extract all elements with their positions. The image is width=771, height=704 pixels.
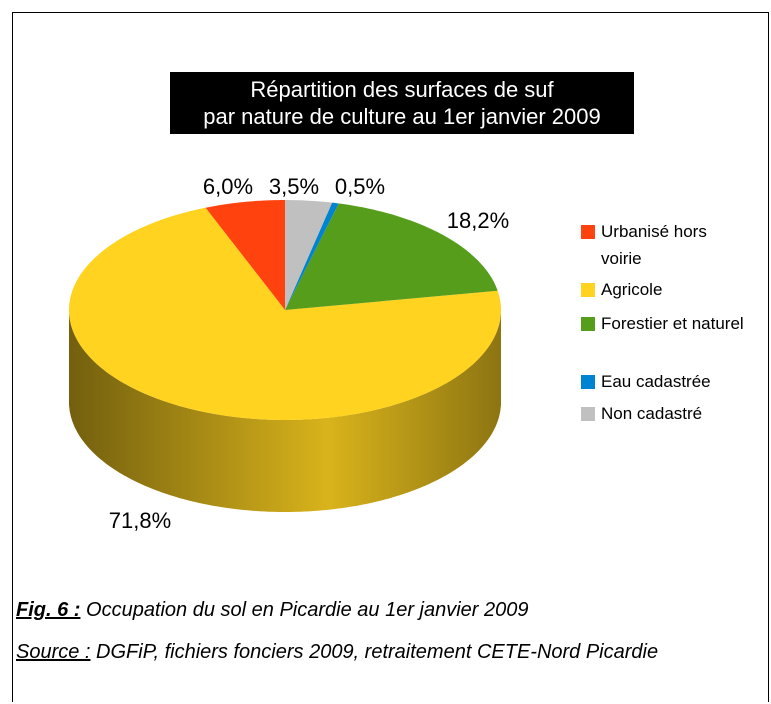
slice-side-shade (69, 310, 501, 512)
legend-swatch (581, 375, 595, 389)
legend-label: Non cadastré (601, 404, 703, 423)
title-box (170, 72, 634, 134)
slice (285, 202, 339, 310)
data-label: 0,5% (335, 174, 385, 199)
chart-frame (12, 12, 769, 702)
chart-title: par nature de culture au 1er janvier 200… (203, 104, 600, 129)
legend-swatch (581, 407, 595, 421)
caption-text: Occupation du sol en Picardie au 1er jan… (80, 599, 529, 621)
chart-title: Répartition des surfaces de suf (250, 77, 554, 102)
caption: Fig. 6 : Occupation du sol en Picardie a… (16, 598, 529, 622)
legend-label: Agricole (601, 280, 663, 299)
caption-figure: Fig. 6 : (16, 599, 81, 621)
legend-swatch (581, 317, 595, 331)
legend-label: Eau cadastrée (601, 372, 711, 391)
data-label: 6,0% (203, 174, 253, 199)
data-label: 18,2% (447, 208, 509, 233)
slice (205, 200, 285, 310)
source: Source : DGFiP, fichiers fonciers 2009, … (16, 640, 766, 664)
slice (69, 207, 501, 420)
data-label: 71,8% (109, 508, 171, 533)
slice (285, 203, 498, 310)
data-label: 3,5% (269, 174, 319, 199)
legend-swatch (581, 225, 595, 239)
legend-label: Urbanisé hors voirie (601, 222, 707, 268)
source-text: DGFiP, fichiers fonciers 2009, retraitem… (90, 641, 659, 663)
legend-label: Forestier et naturel (601, 314, 744, 333)
slice (285, 200, 333, 310)
legend-swatch (581, 283, 595, 297)
source-label: Source : (16, 641, 91, 663)
